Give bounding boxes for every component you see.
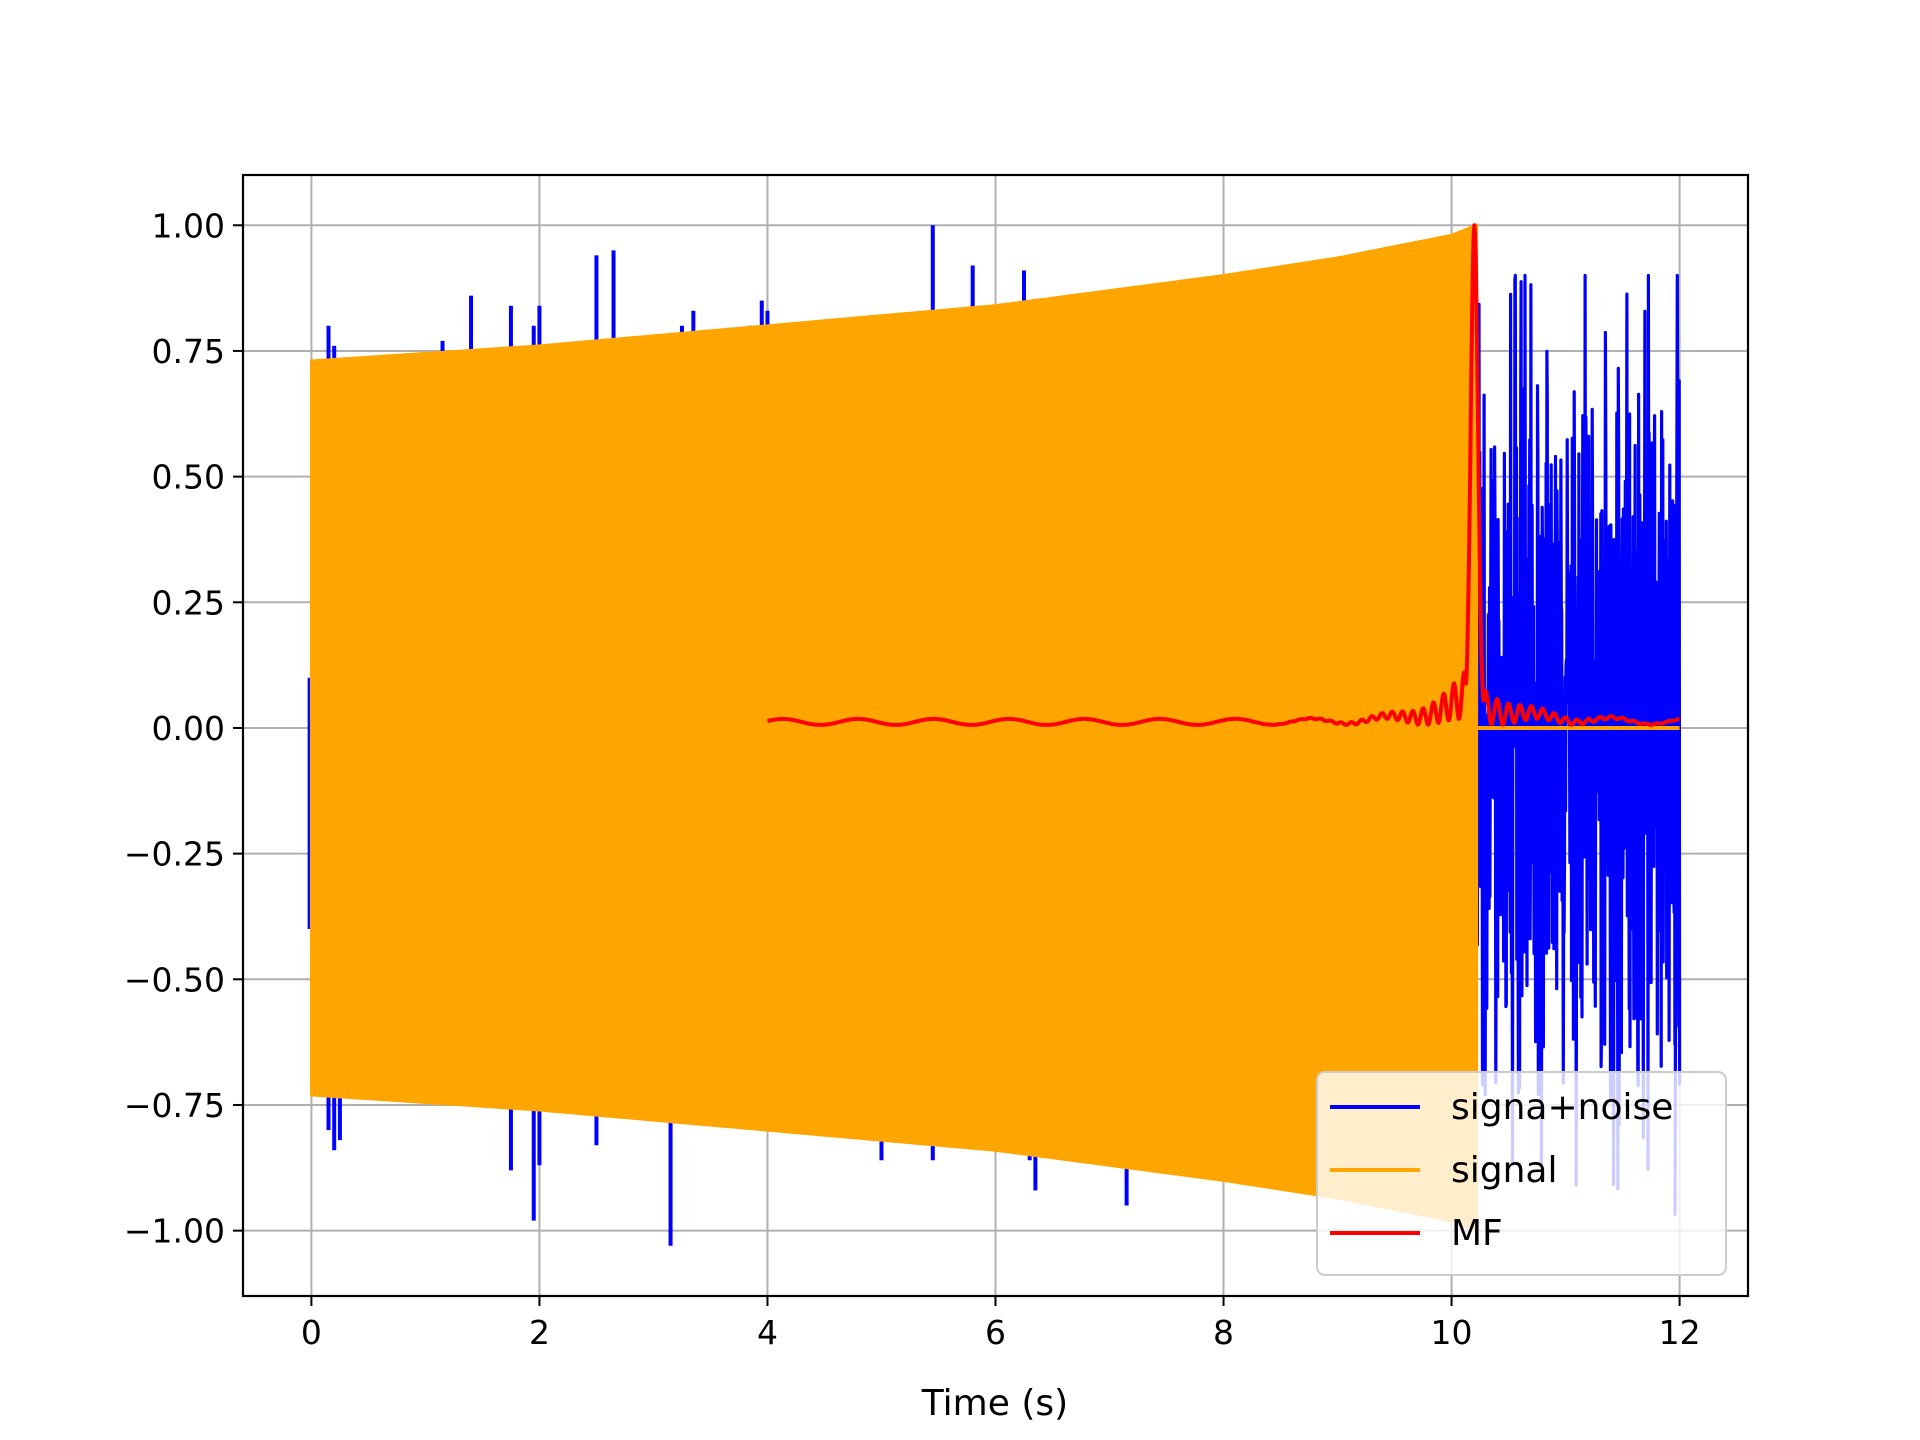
y-tick-label: −0.25 bbox=[124, 835, 225, 874]
x-tick-label: 6 bbox=[985, 1313, 1006, 1352]
series-mf bbox=[766, 223, 1681, 727]
x-tick-label: 12 bbox=[1659, 1313, 1701, 1352]
y-tick-label: 0.00 bbox=[152, 709, 225, 748]
legend-label-mf: MF bbox=[1451, 1213, 1503, 1254]
y-tick-label: 0.75 bbox=[152, 332, 225, 371]
signal-band bbox=[309, 223, 1479, 1233]
x-tick-label: 0 bbox=[301, 1313, 322, 1352]
y-tick-label: 1.00 bbox=[152, 206, 225, 245]
legend-box bbox=[1316, 1071, 1727, 1276]
mf-line bbox=[766, 223, 1681, 727]
legend-label-signal-noise: signa+noise bbox=[1451, 1087, 1673, 1128]
y-tick-label: 0.50 bbox=[152, 458, 225, 497]
x-tick-label: 10 bbox=[1431, 1313, 1473, 1352]
x-axis-label: Time (s) bbox=[921, 1383, 1068, 1424]
x-tick-label: 8 bbox=[1213, 1313, 1234, 1352]
series-layer bbox=[307, 223, 1682, 1246]
y-tick-label: −0.50 bbox=[124, 960, 225, 999]
y-tick-label: −0.75 bbox=[124, 1086, 225, 1125]
legend-label-signal: signal bbox=[1451, 1150, 1558, 1191]
legend: signa+noise signal MF bbox=[1316, 1071, 1727, 1276]
signal-noise-line bbox=[1475, 273, 1682, 1216]
x-tick-label: 2 bbox=[529, 1313, 550, 1352]
x-tick-label: 4 bbox=[757, 1313, 778, 1352]
y-tick-label: −1.00 bbox=[124, 1212, 225, 1251]
y-tick-label: 0.25 bbox=[152, 583, 225, 622]
axis-ticks: 0 2 4 6 8 10 12 1.00 0.75 0.50 0.25 0.00 −0.25 −0.50 −… bbox=[124, 206, 1701, 1352]
